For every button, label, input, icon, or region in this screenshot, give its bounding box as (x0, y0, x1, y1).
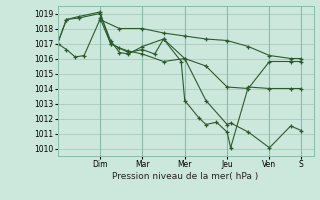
X-axis label: Pression niveau de la mer( hPa ): Pression niveau de la mer( hPa ) (112, 172, 259, 181)
